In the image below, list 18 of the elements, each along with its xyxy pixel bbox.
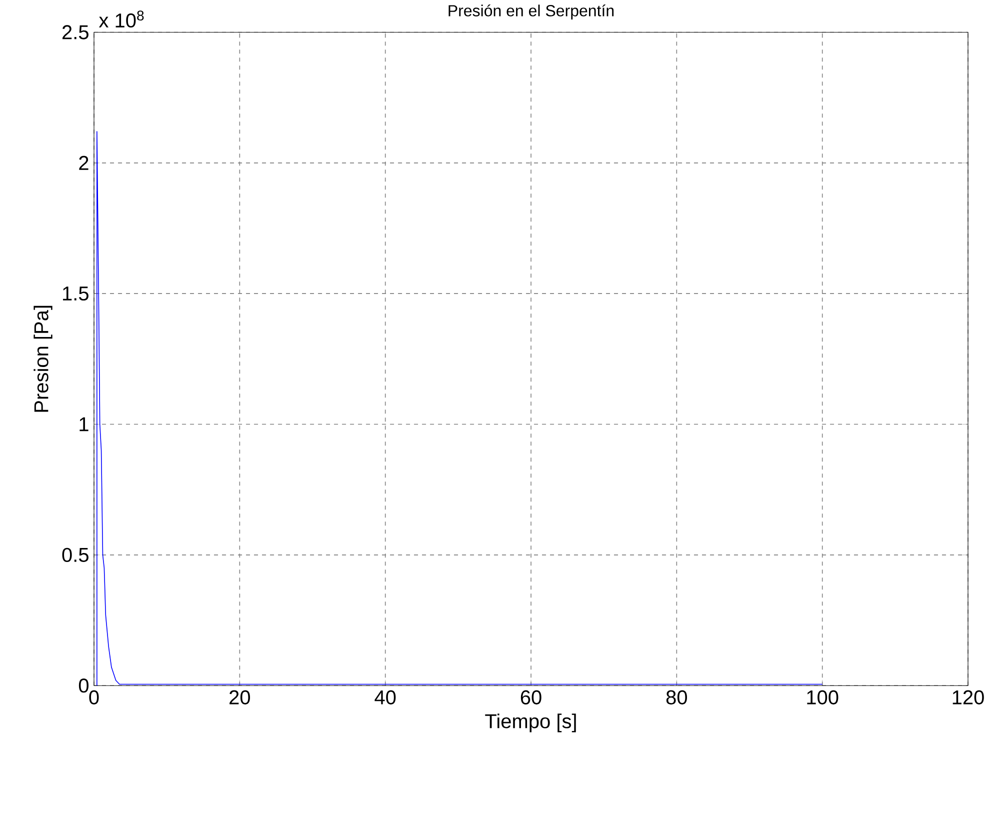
x-tick-label: 20 [230, 690, 250, 704]
x-tick-label: 60 [520, 690, 542, 704]
x-tick-label: 80 [666, 690, 687, 704]
x-tick-label: 120 [952, 690, 984, 704]
x-tick-label: 40 [374, 690, 396, 704]
text: x 10$^{8}$ [98, 10, 144, 28]
y-tick-label: 0 [78, 678, 88, 693]
chart-title: Presión en el Serpentín [448, 4, 614, 20]
y-tick-label: 1 [80, 417, 88, 432]
x-axis-title: Tiempo [s] [485, 714, 576, 732]
y-tick-label: 0.5 [62, 548, 88, 562]
x-tick-label: 0 [89, 690, 99, 704]
y-tick-label: 2.5 [62, 25, 88, 40]
y-tick-label: 2 [79, 156, 88, 170]
line-series [96, 131, 823, 686]
y-tick-label: 1.5 [63, 286, 88, 301]
y-axis-title: Presion [Pa] [34, 306, 52, 412]
x-tick-label: 100 [807, 690, 838, 704]
